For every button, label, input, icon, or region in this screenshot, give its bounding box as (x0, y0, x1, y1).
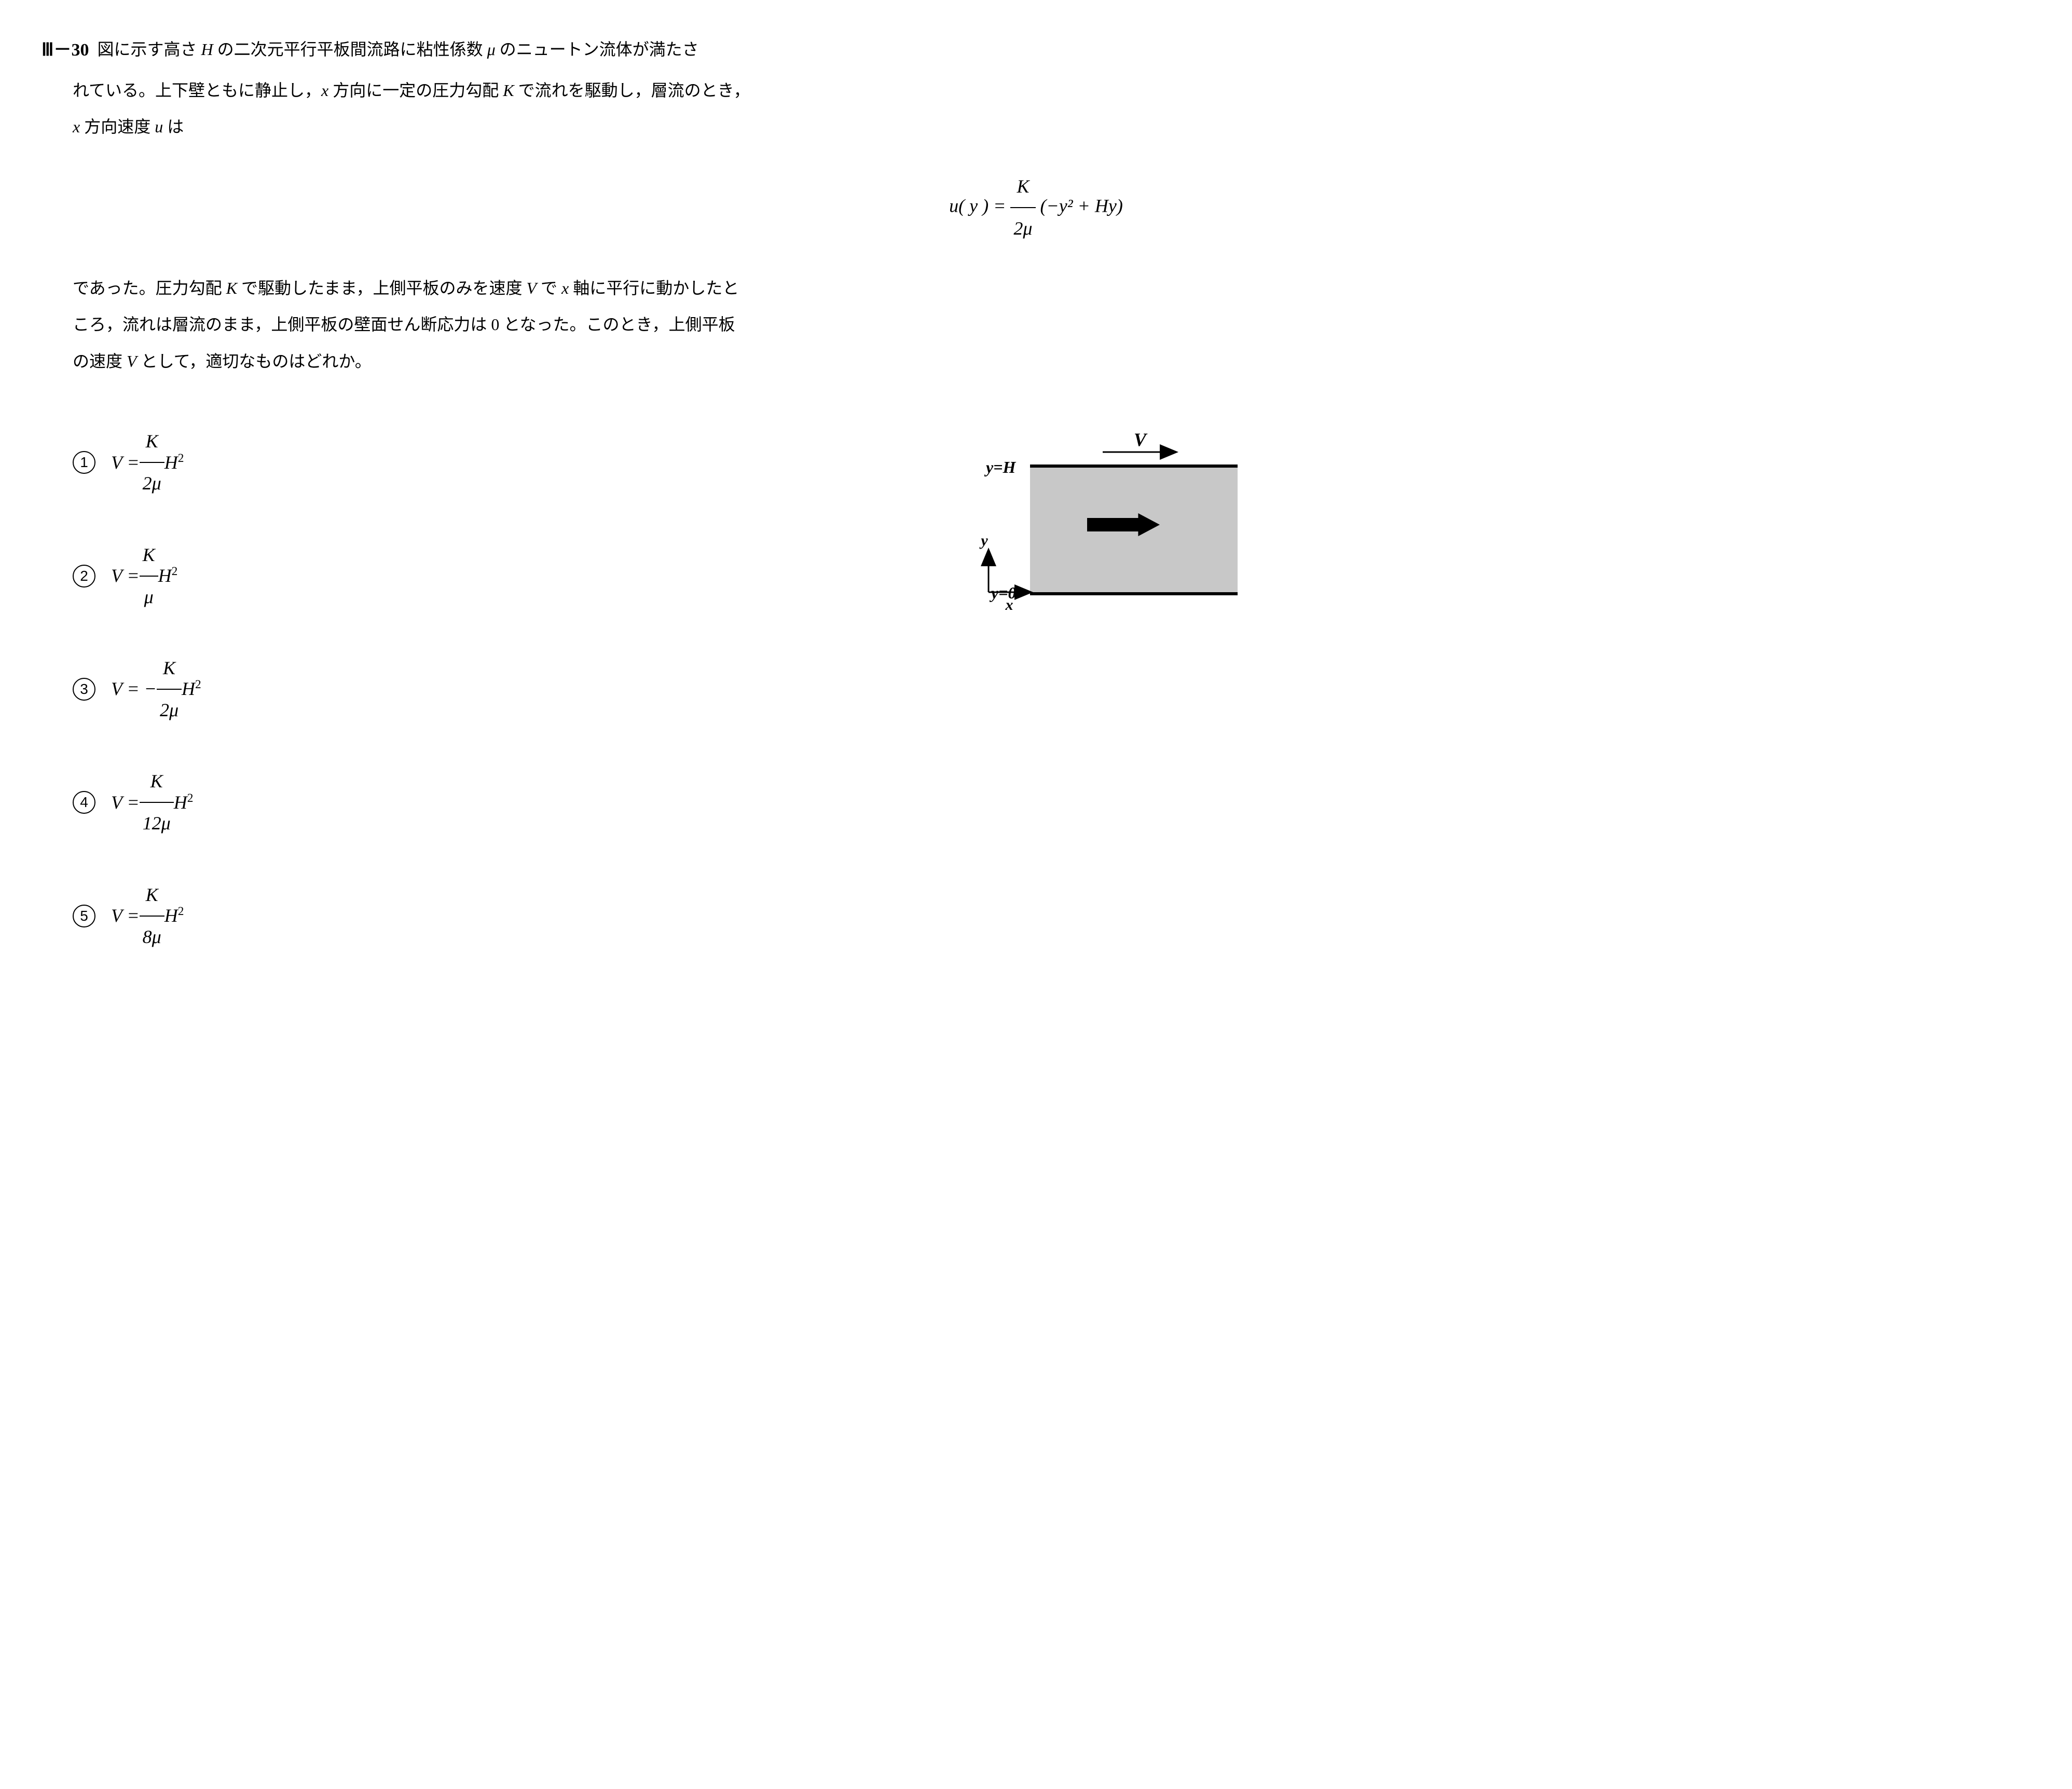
txt: 軸に平行に動かしたと (569, 279, 739, 297)
option-lhs: V = (111, 782, 140, 823)
frac-num: K (140, 875, 164, 917)
diagram-area: Vy=Hy=0yx (937, 421, 2030, 641)
sym-u: u (155, 117, 163, 136)
option-frac: K2μ (140, 421, 164, 504)
sym-V: V (127, 352, 137, 371)
frac-den: 12μ (140, 803, 174, 844)
txt: で (537, 279, 561, 297)
option-tail: H2 (164, 442, 184, 483)
eq-num: K (1010, 166, 1035, 208)
txt: の二次元平行平板間流路に粘性係数 (213, 40, 487, 59)
option-lhs: V = (111, 442, 140, 483)
option-tail: H2 (174, 782, 194, 823)
problem-after1: であった。圧力勾配 K で駆動したまま，上側平板のみを速度 V で x 軸に平行… (42, 270, 2030, 306)
problem-line1: 図に示す高さ H の二次元平行平板間流路に粘性係数 μ のニュートン流体が満たさ (97, 31, 698, 67)
sym-K: K (226, 279, 237, 297)
txt: 図に示す高さ (97, 40, 201, 59)
txt: で駆動したまま，上側平板のみを速度 (237, 279, 526, 297)
frac-den: 2μ (157, 690, 182, 731)
option-tail: H2 (158, 555, 178, 596)
problem-line3: x 方向速度 u は (42, 108, 2030, 145)
option-item: 3 V = − K2μ H2 (73, 648, 937, 731)
frac-num: K (140, 761, 174, 803)
problem-after3: の速度 V として，適切なものはどれか。 (42, 343, 2030, 379)
sym-x: x (561, 279, 569, 297)
sym-x: x (73, 117, 80, 136)
main-equation: u( y ) = K 2μ (−y² + Hy) (42, 166, 2030, 249)
option-tail: H2 (182, 668, 201, 709)
options-and-diagram: 1V = K2μ H22V = Kμ H23V = − K2μ H24V = K… (42, 421, 2030, 988)
txt: の速度 (73, 352, 127, 371)
frac-den: 2μ (140, 463, 164, 504)
txt: 方向速度 (80, 117, 155, 136)
txt: として，適切なものはどれか。 (137, 352, 372, 371)
option-frac: K12μ (140, 761, 174, 844)
svg-text:x: x (1005, 596, 1013, 613)
txt: 方向に一定の圧力勾配 (328, 81, 503, 100)
options-list: 1V = K2μ H22V = Kμ H23V = − K2μ H24V = K… (42, 421, 937, 988)
option-marker: 2 (73, 565, 95, 588)
frac-num: K (140, 535, 158, 577)
problem-header: Ⅲ－30 図に示す高さ H の二次元平行平板間流路に粘性係数 μ のニュートン流… (42, 31, 2030, 70)
option-lhs: V = (111, 555, 140, 596)
option-marker: 3 (73, 678, 95, 701)
option-tail: H2 (164, 895, 184, 936)
eq-lhs: u( y ) = (949, 195, 1006, 216)
option-item: 1 V = K2μ H2 (73, 421, 937, 504)
flow-diagram: Vy=Hy=0yx (957, 431, 1248, 629)
svg-text:y: y (979, 532, 988, 549)
frac-den: 8μ (140, 917, 164, 958)
problem-number: Ⅲ－30 (42, 31, 89, 70)
option-item: 5 V = K8μ H2 (73, 875, 937, 958)
option-lhs: V = (111, 895, 140, 936)
txt: のニュートン流体が満たさ (496, 40, 699, 59)
problem-after2: ころ，流れは層流のまま，上側平板の壁面せん断応力は 0 となった。このとき，上側… (42, 306, 2030, 343)
problem-line2: れている。上下壁ともに静止し，x 方向に一定の圧力勾配 K で流れを駆動し，層流… (42, 72, 2030, 108)
svg-text:V: V (1134, 429, 1148, 450)
frac-num: K (140, 421, 164, 463)
option-item: 2 V = Kμ H2 (73, 535, 937, 618)
option-item: 4 V = K12μ H2 (73, 761, 937, 844)
option-frac: Kμ (140, 535, 158, 618)
eq-rhs: (−y² + Hy) (1040, 195, 1123, 216)
eq-frac: K 2μ (1010, 166, 1035, 249)
option-marker: 1 (73, 451, 95, 474)
txt: であった。圧力勾配 (73, 279, 226, 297)
svg-text:y=H: y=H (984, 458, 1016, 476)
sym-H: H (201, 40, 213, 59)
sym-K: K (503, 81, 514, 100)
sym-V: V (526, 279, 537, 297)
frac-num: K (157, 648, 182, 690)
sym-x: x (321, 81, 328, 100)
option-frac: K8μ (140, 875, 164, 958)
txt: れている。上下壁ともに静止し， (73, 81, 321, 100)
option-frac: K2μ (157, 648, 182, 731)
eq-den: 2μ (1010, 208, 1035, 249)
option-lhs: V = − (111, 668, 157, 709)
sym-mu: μ (487, 40, 496, 59)
frac-den: μ (140, 577, 158, 618)
txt: は (163, 117, 184, 136)
option-marker: 4 (73, 791, 95, 814)
option-marker: 5 (73, 905, 95, 927)
txt: で流れを駆動し，層流のとき， (514, 81, 750, 100)
